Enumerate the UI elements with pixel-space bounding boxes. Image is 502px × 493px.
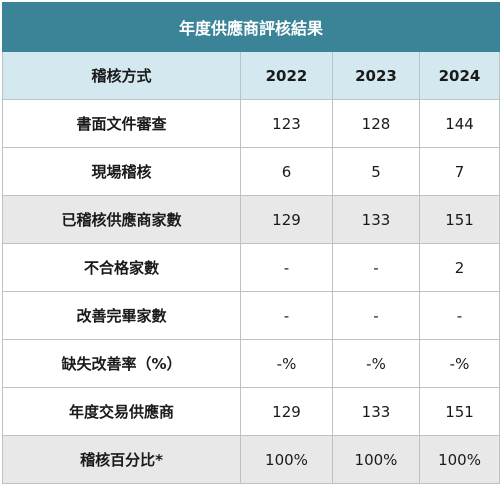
row-label: 書面文件審查 [2, 99, 241, 148]
table-row: 書面文件審查 123 128 144 [2, 99, 501, 148]
row-value: - [240, 291, 333, 340]
supplier-audit-table: 年度供應商評核結果 稽核方式 2022 2023 2024 書面文件審查 123… [1, 2, 501, 484]
row-value: 151 [418, 195, 501, 244]
row-label: 已稽核供應商家數 [2, 195, 241, 244]
row-value: 144 [418, 99, 501, 148]
row-value: -% [240, 339, 333, 388]
row-value: 2 [418, 243, 501, 292]
header-year: 2023 [332, 51, 420, 100]
header-method: 稽核方式 [2, 51, 241, 100]
header-year: 2022 [240, 51, 333, 100]
row-value: 123 [240, 99, 333, 148]
row-value: - [332, 291, 420, 340]
header-year: 2024 [418, 51, 501, 100]
row-value: 129 [240, 387, 333, 436]
table-title: 年度供應商評核結果 [1, 2, 501, 52]
row-value: 100% [332, 435, 420, 484]
row-label: 改善完畢家數 [2, 291, 241, 340]
table-row: 年度交易供應商 129 133 151 [2, 387, 501, 436]
table-row: 不合格家數 - - 2 [2, 243, 501, 292]
table-header-row: 稽核方式 2022 2023 2024 [2, 51, 501, 100]
table-row: 稽核百分比* 100% 100% 100% [2, 435, 501, 484]
row-label: 年度交易供應商 [2, 387, 241, 436]
table-row: 缺失改善率（%） -% -% -% [2, 339, 501, 388]
row-value: 100% [418, 435, 501, 484]
row-label: 不合格家數 [2, 243, 241, 292]
row-value: 128 [332, 99, 420, 148]
row-value: 6 [240, 147, 333, 196]
row-value: 7 [418, 147, 501, 196]
row-value: -% [332, 339, 420, 388]
row-value: 133 [332, 387, 420, 436]
row-label: 稽核百分比* [2, 435, 241, 484]
table-body: 書面文件審查 123 128 144 現場稽核 6 5 7 已稽核供應商家數 1… [2, 99, 501, 484]
row-value: - [418, 291, 501, 340]
row-value: 5 [332, 147, 420, 196]
row-value: -% [418, 339, 501, 388]
table-row: 已稽核供應商家數 129 133 151 [2, 195, 501, 244]
row-value: 100% [240, 435, 333, 484]
row-value: 129 [240, 195, 333, 244]
table-row: 現場稽核 6 5 7 [2, 147, 501, 196]
row-value: 133 [332, 195, 420, 244]
row-value: - [240, 243, 333, 292]
row-label: 缺失改善率（%） [2, 339, 241, 388]
row-value: 151 [418, 387, 501, 436]
row-label: 現場稽核 [2, 147, 241, 196]
table-title-row: 年度供應商評核結果 [1, 2, 501, 52]
table-row: 改善完畢家數 - - - [2, 291, 501, 340]
row-value: - [332, 243, 420, 292]
